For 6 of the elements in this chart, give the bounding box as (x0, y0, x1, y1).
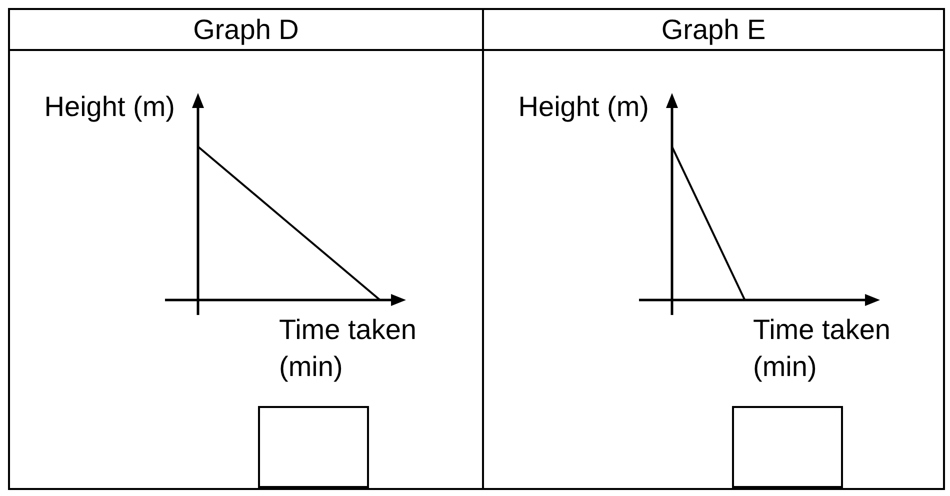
x-axis-title: Time taken (min) (753, 313, 892, 384)
y-axis-title: Height (m) (43, 90, 175, 124)
x-axis-title: Time taken (min) (279, 313, 418, 384)
y-axis-title: Height (m) (517, 90, 649, 124)
chart-title: Graph D (10, 10, 482, 51)
chart-title: Graph E (484, 10, 943, 51)
